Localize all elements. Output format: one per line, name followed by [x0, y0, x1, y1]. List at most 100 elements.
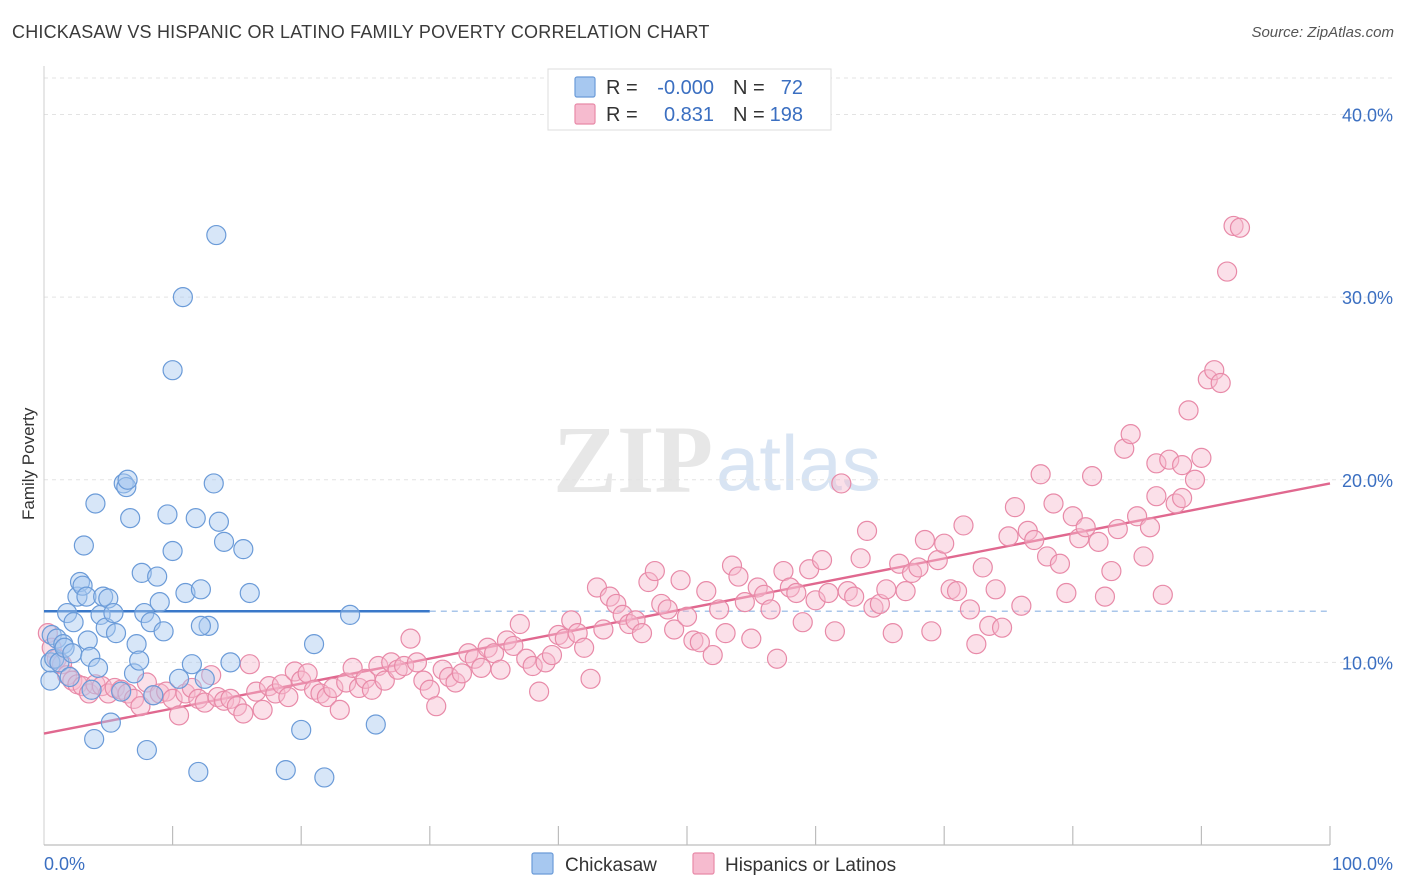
watermark: ZIP atlas: [553, 406, 881, 513]
point-hispanics: [631, 623, 653, 644]
y-tick-label: 30.0%: [1342, 288, 1393, 308]
point-hispanics: [831, 473, 852, 494]
point-hispanics: [580, 668, 601, 689]
tick-labels: 10.0% 20.0% 30.0% 40.0% 0.0% 100.0%: [44, 106, 1393, 874]
legend-r-label-hispanics: R =: [606, 104, 638, 126]
point-chickasaw: [126, 634, 147, 655]
point-hispanics: [715, 623, 736, 644]
point-hispanics: [1172, 455, 1193, 476]
point-chickasaw: [220, 652, 241, 673]
point-hispanics: [374, 670, 395, 691]
point-hispanics: [760, 599, 781, 620]
x-tick-label: 100.0%: [1332, 854, 1393, 874]
point-chickasaw: [129, 650, 150, 671]
point-hispanics: [561, 610, 582, 631]
point-chickasaw: [77, 630, 98, 651]
point-hispanics: [1011, 595, 1032, 616]
point-hispanics: [966, 634, 987, 655]
point-hispanics: [972, 557, 993, 578]
point-chickasaw: [84, 728, 105, 750]
point-chickasaw: [188, 761, 209, 783]
point-hispanics: [490, 659, 511, 680]
point-hispanics: [959, 599, 981, 620]
y-tick-label: 20.0%: [1342, 471, 1393, 491]
point-hispanics: [233, 703, 254, 724]
point-chickasaw: [72, 575, 93, 596]
point-hispanics: [451, 663, 473, 684]
point-hispanics: [1184, 469, 1206, 490]
point-hispanics: [1229, 217, 1251, 238]
point-chickasaw: [185, 508, 206, 529]
point-hispanics: [1043, 493, 1064, 514]
point-hispanics: [329, 699, 350, 720]
point-hispanics: [1069, 528, 1090, 549]
point-hispanics: [741, 628, 762, 649]
point-hispanics: [1004, 497, 1026, 518]
point-hispanics: [252, 699, 273, 720]
point-hispanics: [1094, 586, 1116, 607]
bottom-legend-label-hispanics: Hispanics or Latinos: [725, 855, 896, 876]
point-chickasaw: [147, 566, 168, 587]
y-tick-label: 40.0%: [1342, 106, 1393, 126]
point-hispanics: [638, 571, 659, 593]
point-chickasaw: [233, 539, 254, 560]
axes: [43, 66, 1331, 846]
point-chickasaw: [100, 712, 121, 733]
point-chickasaw: [194, 668, 215, 689]
point-chickasaw: [123, 663, 145, 684]
point-chickasaw: [291, 719, 312, 741]
series-chickasaw-points: [40, 224, 386, 788]
bottom-legend: Chickasaw Hispanics or Latinos: [531, 852, 896, 876]
point-hispanics: [1062, 506, 1083, 527]
point-hispanics: [985, 579, 1006, 600]
legend-swatch-chickasaw: [574, 76, 596, 98]
point-chickasaw: [168, 668, 190, 689]
point-hispanics: [766, 648, 788, 669]
point-chickasaw: [105, 623, 127, 644]
point-hispanics: [1139, 517, 1161, 538]
point-chickasaw: [175, 582, 196, 604]
point-hispanics: [529, 681, 550, 702]
point-hispanics: [522, 655, 543, 677]
point-chickasaw: [73, 535, 94, 556]
point-hispanics: [1178, 400, 1199, 421]
y-axis-label: Family Poverty: [19, 407, 38, 520]
point-hispanics: [856, 520, 878, 541]
point-chickasaw: [143, 685, 164, 706]
point-chickasaw: [62, 643, 83, 664]
point-hispanics: [477, 637, 498, 658]
legend-n-value-chickasaw: 72: [781, 77, 803, 99]
legend-n-value-hispanics: 198: [770, 104, 803, 126]
chart-source: Source: ZipAtlas.com: [1251, 24, 1394, 41]
point-chickasaw: [63, 612, 84, 633]
point-chickasaw: [181, 654, 202, 675]
point-hispanics: [1172, 487, 1193, 509]
point-hispanics: [554, 628, 575, 649]
legend-r-label-chickasaw: R =: [606, 77, 638, 99]
point-hispanics: [625, 610, 646, 631]
point-chickasaw: [213, 531, 235, 552]
point-hispanics: [1146, 486, 1167, 507]
point-hispanics: [664, 619, 685, 640]
point-hispanics: [953, 515, 974, 536]
point-hispanics: [895, 581, 916, 602]
watermark-atlas: atlas: [716, 419, 881, 507]
point-hispanics: [1217, 261, 1238, 282]
point-hispanics: [792, 612, 813, 633]
point-chickasaw: [190, 615, 211, 636]
point-hispanics: [239, 654, 260, 675]
point-chickasaw: [120, 508, 141, 529]
point-chickasaw: [111, 681, 132, 702]
legend-r-value-chickasaw: -0.000: [657, 77, 714, 99]
point-hispanics: [1210, 372, 1231, 394]
point-hispanics: [1159, 449, 1180, 470]
point-hispanics: [863, 597, 884, 618]
gridlines: [44, 77, 1392, 663]
point-hispanics: [168, 705, 190, 726]
point-hispanics: [593, 619, 614, 640]
point-chickasaw: [149, 592, 170, 613]
point-hispanics: [574, 637, 595, 658]
point-hispanics: [509, 613, 530, 635]
point-hispanics: [734, 592, 755, 613]
chart-title: CHICKASAW VS HISPANIC OR LATINO FAMILY P…: [12, 22, 710, 42]
